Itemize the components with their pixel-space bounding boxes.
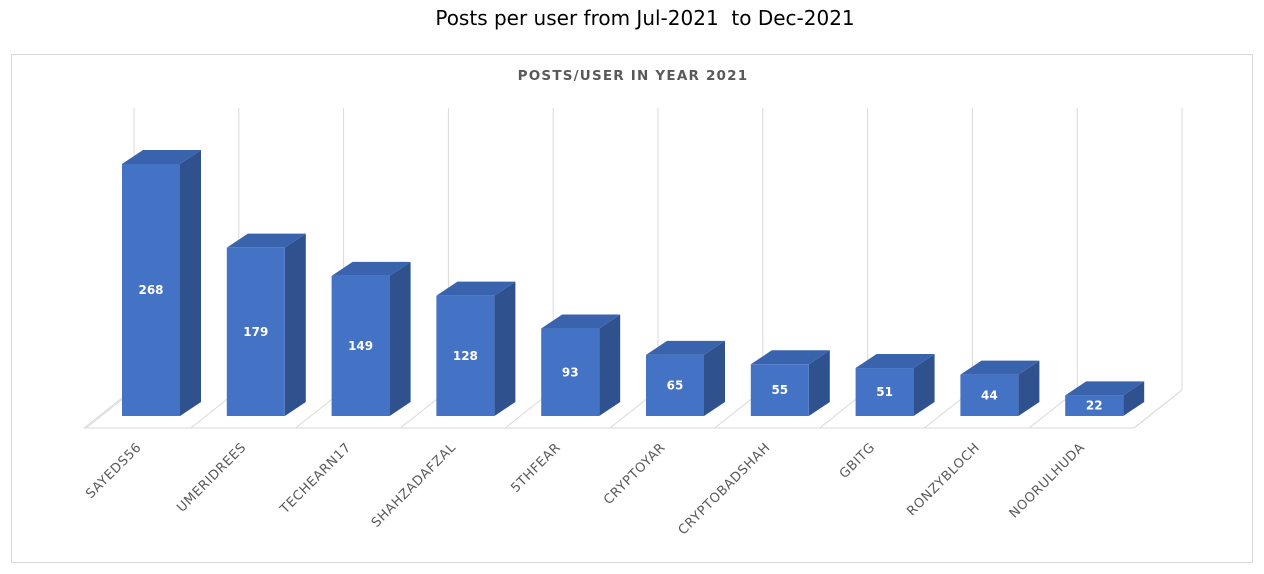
bar-front — [541, 328, 600, 416]
bar-side — [704, 340, 725, 416]
bar-side — [494, 281, 516, 416]
bar-top — [1065, 381, 1145, 396]
bar-top — [122, 150, 201, 164]
bar-shahzadafzal: 128 — [436, 281, 516, 416]
x-tick-label: CRYPTOBADSHAH — [676, 440, 774, 538]
bar-techearn17: 149 — [331, 261, 411, 416]
bar-side — [599, 314, 621, 416]
x-tick-label: UMERIDREES — [174, 440, 249, 515]
bar-gbitg: 51 — [855, 354, 935, 416]
bar-front — [436, 295, 495, 416]
bar-side — [1123, 381, 1145, 416]
data-label: 128 — [453, 349, 478, 363]
x-tick-label: GBITG — [837, 440, 879, 482]
bar-front — [122, 164, 180, 416]
x-tick-label: RONZYBLOCH — [904, 440, 983, 519]
x-tick-label: SHAHZADAFZAL — [369, 440, 460, 531]
bar-front — [1065, 395, 1124, 416]
data-label: 268 — [138, 283, 163, 297]
data-label: 22 — [1086, 399, 1103, 413]
bar-front — [226, 247, 285, 416]
bar-top — [750, 350, 830, 365]
bar-top — [226, 233, 306, 248]
x-tick-label: NOORULHUDA — [1007, 440, 1088, 521]
bar-noorulhuda: 22 — [1065, 381, 1145, 416]
bar-top — [646, 340, 725, 355]
data-label: 179 — [243, 325, 268, 339]
bar-front — [646, 354, 704, 416]
data-label: 65 — [667, 378, 684, 392]
x-tick-label: CRYPTOYAR — [601, 440, 669, 508]
data-label: 149 — [348, 339, 373, 353]
bar-side — [284, 233, 306, 416]
bar-cryptoyar: 65 — [646, 340, 725, 416]
bar-umeridrees: 179 — [226, 233, 306, 416]
bar-side — [913, 354, 935, 416]
page-title: Posts per user from Jul-2021 to Dec-2021 — [435, 6, 855, 30]
chart-frame — [11, 54, 1253, 563]
bar-sayeds56: 268 — [122, 150, 201, 416]
data-label: 44 — [981, 388, 998, 402]
bar-front — [960, 374, 1019, 416]
bar-top — [855, 354, 935, 369]
x-tick-label: 5THFEAR — [508, 440, 564, 496]
bars-layer: 268 179 149 128 93 65 55 51 44 22 — [122, 150, 1145, 416]
bar-cryptobadshah: 55 — [750, 350, 830, 416]
bar-side — [389, 261, 411, 416]
bar-top — [331, 261, 411, 276]
bar-top — [541, 314, 621, 329]
bar-top — [436, 281, 516, 296]
x-tick-label: SAYEDS56 — [83, 440, 145, 502]
data-label: 51 — [876, 385, 893, 399]
bar-5thfear: 93 — [541, 314, 621, 416]
bar-side — [1018, 360, 1040, 416]
x-axis-labels: SAYEDS56 UMERIDREES TECHEARN17 SHAHZADAFZAL… — [83, 440, 1088, 538]
data-label: 55 — [771, 383, 788, 397]
bar-side — [808, 350, 830, 416]
x-tick-label: TECHEARN17 — [277, 440, 354, 517]
bar-front — [855, 368, 914, 416]
bar-ronzybloch: 44 — [960, 360, 1040, 416]
bar-top — [960, 360, 1040, 375]
floor-gridline — [1133, 389, 1183, 429]
bar-front — [331, 275, 390, 416]
bar-side — [180, 150, 201, 416]
data-label: 93 — [562, 365, 579, 379]
chart-title: POSTS/USER IN YEAR 2021 — [518, 68, 749, 84]
bar-front — [750, 364, 809, 416]
